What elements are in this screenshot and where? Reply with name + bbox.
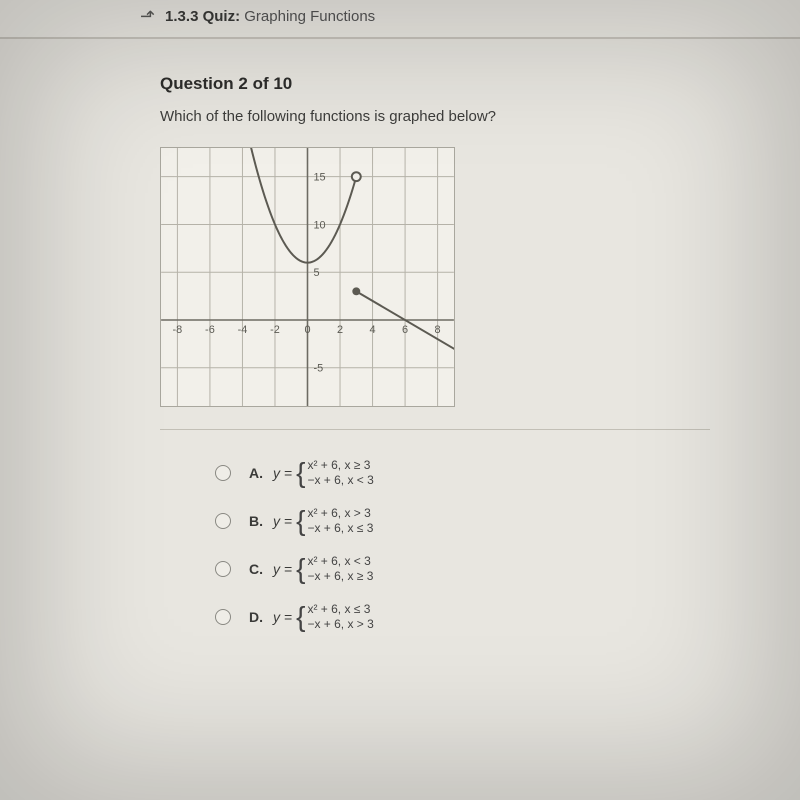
svg-text:5: 5 — [313, 267, 319, 279]
svg-text:6: 6 — [402, 324, 408, 336]
radio-button[interactable] — [215, 465, 231, 481]
piecewise-bottom: −x + 6, x < 3 — [307, 473, 373, 488]
back-arrow-icon[interactable]: ⬏ — [140, 6, 155, 27]
piecewise-top: x² + 6, x > 3 — [307, 506, 373, 521]
radio-button[interactable] — [215, 513, 231, 529]
piecewise-expr: y = { x² + 6, x < 3 −x + 6, x ≥ 3 — [273, 554, 373, 584]
brace-icon: { — [296, 607, 305, 627]
piecewise-expr: y = { x² + 6, x ≤ 3 −x + 6, x > 3 — [273, 602, 374, 632]
piecewise-top: x² + 6, x < 3 — [307, 554, 373, 569]
option-letter: B. — [249, 513, 263, 529]
option-label: D. y = { x² + 6, x ≤ 3 −x + 6, x > 3 — [249, 602, 374, 632]
piecewise-stack: x² + 6, x > 3 −x + 6, x ≤ 3 — [307, 506, 373, 536]
radio-button[interactable] — [215, 561, 231, 577]
y-equals: y = — [273, 513, 292, 529]
option-label: B. y = { x² + 6, x > 3 −x + 6, x ≤ 3 — [249, 506, 373, 536]
piecewise-bottom: −x + 6, x ≥ 3 — [307, 569, 373, 584]
quiz-word: Quiz: — [203, 8, 241, 25]
y-equals: y = — [273, 465, 292, 481]
svg-text:4: 4 — [370, 324, 376, 336]
piecewise-stack: x² + 6, x < 3 −x + 6, x ≥ 3 — [307, 554, 373, 584]
piecewise-bottom: −x + 6, x ≤ 3 — [307, 521, 373, 536]
svg-text:-4: -4 — [238, 324, 248, 336]
svg-text:10: 10 — [313, 219, 325, 231]
svg-text:-2: -2 — [270, 324, 280, 336]
divider — [160, 429, 710, 430]
quiz-number: 1.3.3 — [165, 8, 198, 25]
svg-text:2: 2 — [337, 324, 343, 336]
quiz-header: ⬏ 1.3.3 Quiz: Graphing Functions — [0, 0, 800, 39]
question-heading: Question 2 of 10 — [160, 74, 800, 94]
svg-text:8: 8 — [435, 324, 441, 336]
brace-icon: { — [296, 463, 305, 483]
option-letter: D. — [249, 609, 263, 625]
option-letter: A. — [249, 465, 263, 481]
piecewise-bottom: −x + 6, x > 3 — [307, 617, 373, 632]
option-label: C. y = { x² + 6, x < 3 −x + 6, x ≥ 3 — [249, 554, 373, 584]
piecewise-stack: x² + 6, x ≥ 3 −x + 6, x < 3 — [307, 458, 373, 488]
brace-icon: { — [296, 511, 305, 531]
graph-svg: -8 -6 -4 -2 0 2 4 6 8 5 10 15 -5 — [161, 148, 454, 406]
y-equals: y = — [273, 561, 292, 577]
radio-button[interactable] — [215, 609, 231, 625]
quiz-label: 1.3.3 Quiz: Graphing Functions — [165, 8, 375, 25]
piecewise-stack: x² + 6, x ≤ 3 −x + 6, x > 3 — [307, 602, 373, 632]
svg-text:-5: -5 — [313, 363, 323, 375]
option-label: A. y = { x² + 6, x ≥ 3 −x + 6, x < 3 — [249, 458, 374, 488]
option-row[interactable]: C. y = { x² + 6, x < 3 −x + 6, x ≥ 3 — [215, 554, 800, 584]
option-row[interactable]: A. y = { x² + 6, x ≥ 3 −x + 6, x < 3 — [215, 458, 800, 488]
svg-text:-8: -8 — [173, 324, 183, 336]
piecewise-expr: y = { x² + 6, x ≥ 3 −x + 6, x < 3 — [273, 458, 374, 488]
option-row[interactable]: B. y = { x² + 6, x > 3 −x + 6, x ≤ 3 — [215, 506, 800, 536]
svg-text:0: 0 — [304, 324, 310, 336]
piecewise-top: x² + 6, x ≥ 3 — [307, 458, 373, 473]
option-row[interactable]: D. y = { x² + 6, x ≤ 3 −x + 6, x > 3 — [215, 602, 800, 632]
option-letter: C. — [249, 561, 263, 577]
y-equals: y = — [273, 609, 292, 625]
svg-text:15: 15 — [313, 172, 325, 184]
graph-container: -8 -6 -4 -2 0 2 4 6 8 5 10 15 -5 — [160, 147, 455, 407]
question-text: Which of the following functions is grap… — [160, 108, 800, 125]
svg-text:-6: -6 — [205, 324, 215, 336]
options-list: A. y = { x² + 6, x ≥ 3 −x + 6, x < 3 B. … — [160, 458, 800, 632]
quiz-title: Graphing Functions — [244, 8, 375, 25]
piecewise-expr: y = { x² + 6, x > 3 −x + 6, x ≤ 3 — [273, 506, 373, 536]
content-area: Question 2 of 10 Which of the following … — [0, 39, 800, 632]
piecewise-top: x² + 6, x ≤ 3 — [307, 602, 373, 617]
brace-icon: { — [296, 559, 305, 579]
